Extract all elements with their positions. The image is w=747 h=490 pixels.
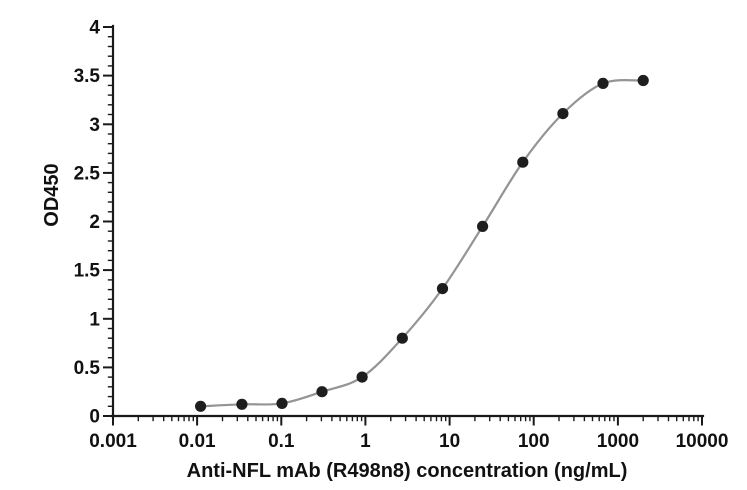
x-tick-label: 10000 [676, 431, 729, 452]
data-point [316, 386, 328, 398]
x-tick-label: 100 [518, 431, 550, 452]
data-point [557, 108, 569, 120]
y-tick-label: 2 [89, 212, 100, 233]
data-point [477, 220, 489, 232]
x-tick-label: 10 [439, 431, 460, 452]
data-point [637, 74, 649, 87]
y-tick-label: 4 [89, 18, 100, 39]
data-point [276, 397, 288, 409]
plot-area: 0 0.5 1 1.5 2 2.5 3 3.5 4 0.001 0.01 0.1 1 10 100 1000 1… [74, 18, 729, 453]
data-point [236, 398, 248, 410]
y-tick-label: 1 [89, 309, 100, 330]
x-tick-label: 0.001 [89, 431, 137, 452]
data-point [517, 156, 529, 168]
data-point [396, 332, 408, 344]
fit-curve [200, 78, 644, 408]
y-tick-label: 2.5 [74, 163, 101, 184]
x-tick-label: 1000 [597, 431, 639, 452]
data-point [356, 371, 368, 383]
y-axis-label: OD450 [41, 163, 63, 226]
x-axis-label: Anti-NFL mAb (R498n8) concentration (ng/… [187, 460, 628, 482]
y-tick-label: 1.5 [74, 261, 101, 282]
y-tick-label: 3.5 [74, 66, 101, 87]
y-tick-label: 3 [89, 115, 100, 136]
data-point [436, 283, 449, 295]
x-tick-label: 0.1 [268, 431, 295, 452]
data-point [195, 400, 207, 412]
y-tick-label: 0 [89, 407, 100, 428]
x-tick-label: 1 [360, 431, 371, 452]
data-point [597, 77, 609, 89]
x-tick-label: 0.01 [179, 431, 216, 452]
y-tick-label: 0.5 [74, 358, 101, 379]
